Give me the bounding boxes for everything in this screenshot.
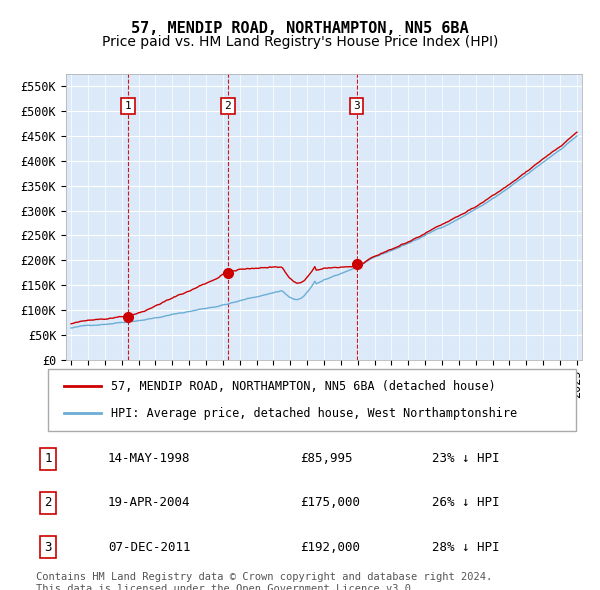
Text: £85,995: £85,995 (300, 452, 353, 466)
Text: 3: 3 (44, 540, 52, 554)
Text: 14-MAY-1998: 14-MAY-1998 (108, 452, 191, 466)
Text: 1: 1 (44, 452, 52, 466)
Text: 2: 2 (224, 101, 231, 111)
Text: 28% ↓ HPI: 28% ↓ HPI (432, 540, 499, 554)
Text: £192,000: £192,000 (300, 540, 360, 554)
Text: Contains HM Land Registry data © Crown copyright and database right 2024.
This d: Contains HM Land Registry data © Crown c… (36, 572, 492, 590)
Text: 3: 3 (353, 101, 360, 111)
Text: 2: 2 (44, 496, 52, 510)
Text: 07-DEC-2011: 07-DEC-2011 (108, 540, 191, 554)
Text: Price paid vs. HM Land Registry's House Price Index (HPI): Price paid vs. HM Land Registry's House … (102, 35, 498, 50)
FancyBboxPatch shape (48, 369, 576, 431)
Text: 19-APR-2004: 19-APR-2004 (108, 496, 191, 510)
Text: 1: 1 (125, 101, 131, 111)
Text: 26% ↓ HPI: 26% ↓ HPI (432, 496, 499, 510)
Text: 57, MENDIP ROAD, NORTHAMPTON, NN5 6BA: 57, MENDIP ROAD, NORTHAMPTON, NN5 6BA (131, 21, 469, 35)
Text: £175,000: £175,000 (300, 496, 360, 510)
Text: 23% ↓ HPI: 23% ↓ HPI (432, 452, 499, 466)
Text: HPI: Average price, detached house, West Northamptonshire: HPI: Average price, detached house, West… (112, 407, 517, 420)
Text: 57, MENDIP ROAD, NORTHAMPTON, NN5 6BA (detached house): 57, MENDIP ROAD, NORTHAMPTON, NN5 6BA (d… (112, 379, 496, 392)
